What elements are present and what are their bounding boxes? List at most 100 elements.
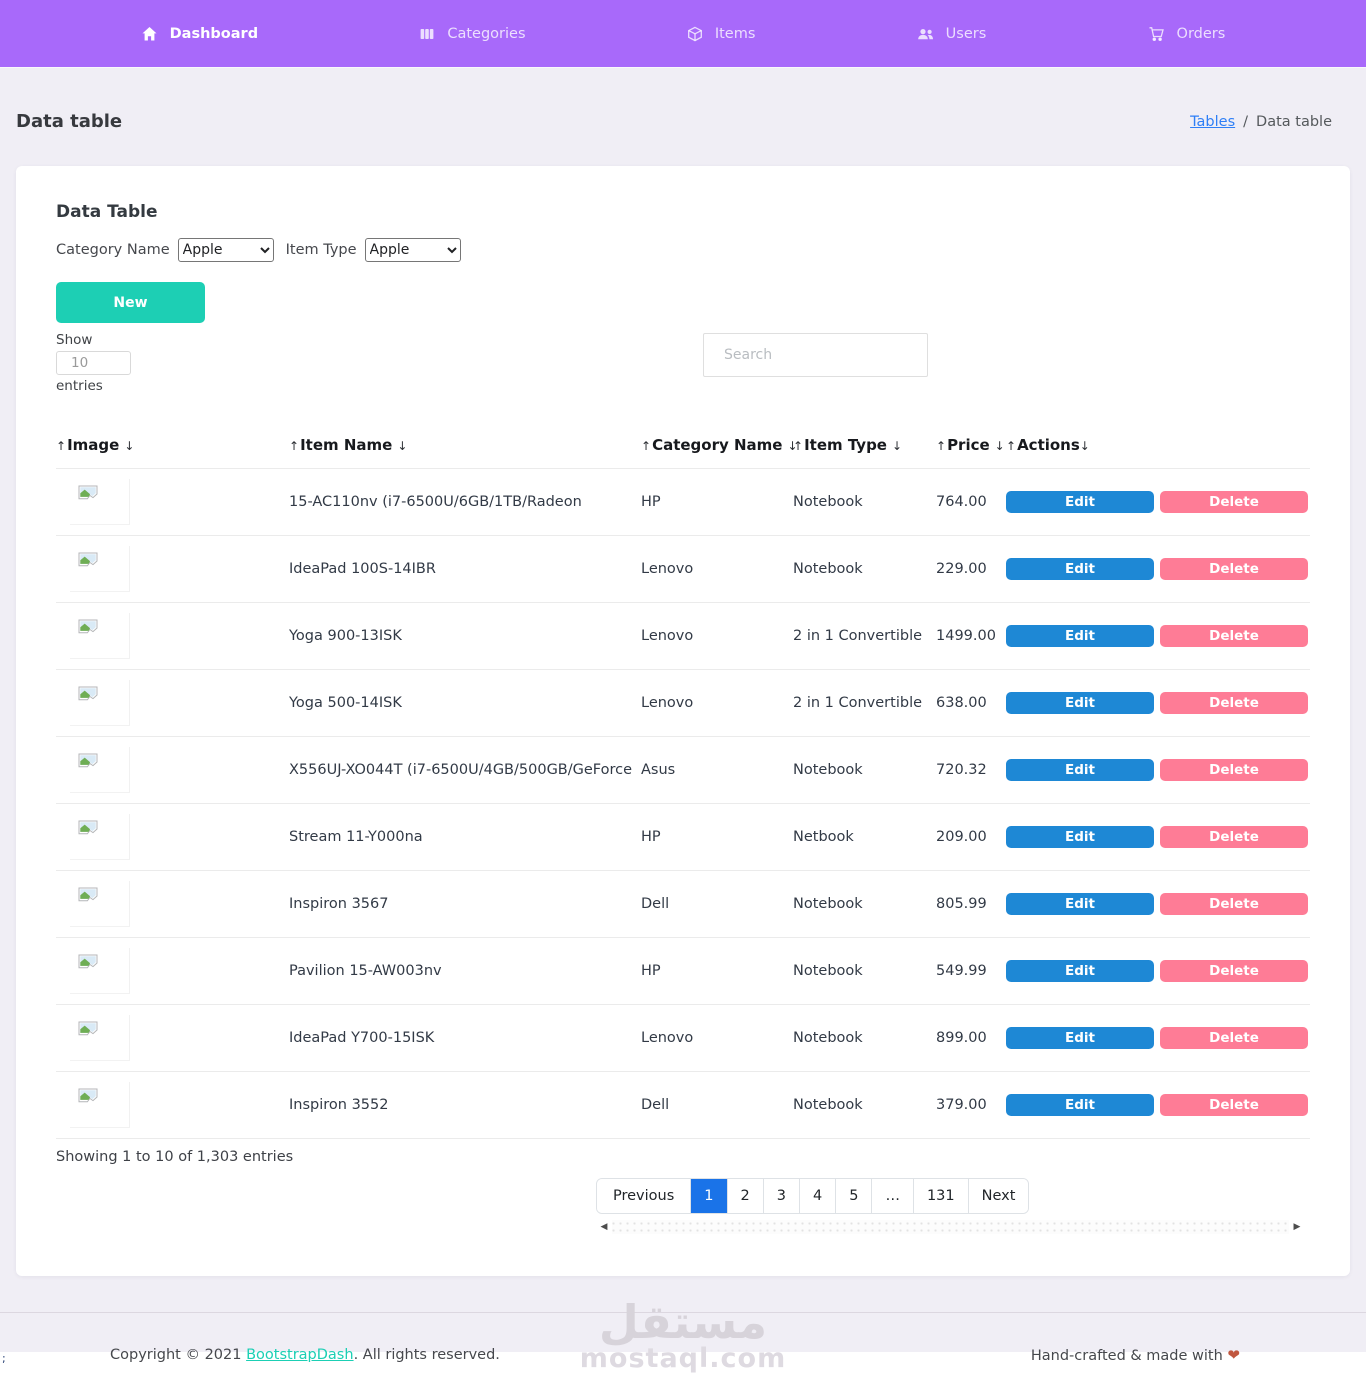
pagination-page-3[interactable]: 3	[762, 1179, 799, 1213]
scroll-left-icon[interactable]: ◀	[596, 1220, 612, 1234]
column-header-item-name[interactable]: ↑Item Name ↓	[289, 436, 408, 454]
item-name-cell: Yoga 500-14ISK	[289, 669, 641, 737]
sort-asc-icon: ↑	[1006, 439, 1017, 453]
data-table: ↑Image ↓ ↑Item Name ↓ ↑Category Name ↓ ↑Item T…	[56, 424, 1310, 1139]
pagination-next[interactable]: Next	[967, 1179, 1029, 1213]
column-header-category-name[interactable]: ↑Category Name ↓	[641, 436, 798, 454]
item-type-cell: Notebook	[793, 736, 936, 804]
broken-image-icon	[78, 1088, 98, 1103]
item-name-cell: 15-AC110nv (i7-6500U/6GB/1TB/Radeon	[289, 468, 641, 536]
edit-button[interactable]: Edit	[1006, 558, 1154, 580]
item-image	[70, 613, 130, 659]
nav-item-categories[interactable]: Categories	[419, 26, 526, 42]
edit-button[interactable]: Edit	[1006, 826, 1154, 848]
nav-item-label: Orders	[1176, 25, 1226, 42]
columns-icon	[419, 26, 435, 42]
delete-button[interactable]: Delete	[1160, 491, 1308, 513]
sort-desc-icon: ↓	[787, 439, 798, 453]
price-cell: 720.32	[936, 736, 1006, 804]
delete-button[interactable]: Delete	[1160, 1094, 1308, 1116]
table-row: X556UJ-XO044T (i7-6500U/4GB/500GB/GeForc…	[56, 736, 1310, 804]
nav-item-label: Dashboard	[169, 25, 259, 42]
price-cell: 549.99	[936, 937, 1006, 1005]
nav-item-items[interactable]: Items	[687, 25, 756, 42]
pagination-page-4[interactable]: 4	[798, 1179, 836, 1213]
actions-cell: Edit Delete	[1006, 669, 1310, 737]
actions-cell: Edit Delete	[1006, 1004, 1310, 1072]
pagination-page-2[interactable]: 2	[726, 1179, 763, 1213]
edit-button[interactable]: Edit	[1006, 1094, 1154, 1116]
category-select[interactable]: Apple	[177, 238, 274, 262]
table-row: 15-AC110nv (i7-6500U/6GB/1TB/Radeon HP Not…	[56, 468, 1310, 536]
copyright-suffix: . All rights reserved.	[353, 1346, 500, 1363]
sort-asc-icon: ↑	[289, 439, 300, 453]
table-row: IdeaPad 100S-14IBR Lenovo Notebook 229.00 Ed…	[56, 535, 1310, 603]
delete-button[interactable]: Delete	[1160, 625, 1308, 647]
item-name-cell: Inspiron 3552	[289, 1071, 641, 1139]
actions-cell: Edit Delete	[1006, 1071, 1310, 1139]
edit-button[interactable]: Edit	[1006, 893, 1154, 915]
column-header-actions[interactable]: ↑Actions↓	[1006, 436, 1090, 454]
nav-item-label: Users	[945, 25, 987, 42]
horizontal-scrollbar[interactable]: ◀ ▶	[596, 1220, 1305, 1234]
sort-desc-icon: ↓	[397, 439, 408, 453]
pagination-previous[interactable]: Previous	[597, 1179, 691, 1213]
table-row: Inspiron 3552 Dell Notebook 379.00 Edit Delet…	[56, 1071, 1310, 1139]
edit-button[interactable]: Edit	[1006, 692, 1154, 714]
delete-button[interactable]: Delete	[1160, 893, 1308, 915]
category-cell: Dell	[641, 1071, 793, 1139]
price-cell: 1499.00	[936, 602, 1006, 670]
nav-item-users[interactable]: Users	[917, 25, 987, 42]
price-cell: 899.00	[936, 1004, 1006, 1072]
nav-item-dashboard[interactable]: Dashboard	[141, 26, 258, 42]
item-type-cell: Notebook	[793, 870, 936, 938]
actions-cell: Edit Delete	[1006, 468, 1310, 536]
sort-asc-icon: ↑	[793, 439, 804, 453]
broken-image-icon	[78, 954, 98, 969]
delete-button[interactable]: Delete	[1160, 1027, 1308, 1049]
table-row: Inspiron 3567 Dell Notebook 805.99 Edit Delet…	[56, 870, 1310, 938]
category-cell: Lenovo	[641, 535, 793, 603]
price-cell: 764.00	[936, 468, 1006, 536]
edit-button[interactable]: Edit	[1006, 491, 1154, 513]
item-name-cell: Inspiron 3567	[289, 870, 641, 938]
show-label: Show	[56, 332, 93, 348]
delete-button[interactable]: Delete	[1160, 558, 1308, 580]
pagination-page-1[interactable]: 1	[690, 1179, 727, 1213]
edit-button[interactable]: Edit	[1006, 960, 1154, 982]
column-header-image[interactable]: ↑Image ↓	[56, 436, 135, 454]
item-image	[70, 747, 130, 793]
delete-button[interactable]: Delete	[1160, 960, 1308, 982]
item-type-cell: Notebook	[793, 468, 936, 536]
tagline-text: Hand-crafted & made with	[1030, 1347, 1223, 1364]
delete-button[interactable]: Delete	[1160, 692, 1308, 714]
delete-button[interactable]: Delete	[1160, 759, 1308, 781]
edit-button[interactable]: Edit	[1006, 1027, 1154, 1049]
search-input[interactable]	[703, 333, 928, 377]
nav-item-label: Items	[714, 25, 756, 42]
show-entries-input[interactable]	[56, 351, 131, 375]
item-type-select[interactable]: Apple	[364, 238, 461, 262]
pagination-page-131[interactable]: 131	[912, 1179, 968, 1213]
breadcrumb-link-tables[interactable]: Tables	[1190, 113, 1236, 130]
home-icon	[141, 26, 158, 42]
delete-button[interactable]: Delete	[1160, 826, 1308, 848]
edit-button[interactable]: Edit	[1006, 759, 1154, 781]
edit-button[interactable]: Edit	[1006, 625, 1154, 647]
pagination-ellipsis[interactable]: …	[871, 1179, 913, 1213]
heart-icon: ❤	[1227, 1345, 1240, 1364]
pagination-zone: Previous 1 2 3 4 5 … 131 Next ◀ ▶	[596, 1178, 1307, 1234]
nav-item-orders[interactable]: Orders	[1148, 25, 1226, 42]
pagination-page-5[interactable]: 5	[835, 1179, 872, 1213]
new-button[interactable]: New	[56, 282, 205, 323]
cart-icon	[1148, 26, 1165, 42]
table-body: 15-AC110nv (i7-6500U/6GB/1TB/Radeon HP Not…	[56, 468, 1310, 1139]
item-image	[70, 814, 130, 860]
item-name-cell: Yoga 900-13ISK	[289, 602, 641, 670]
column-header-price[interactable]: ↑Price ↓	[936, 436, 1005, 454]
bootstrapdash-link[interactable]: BootstrapDash	[246, 1346, 354, 1363]
breadcrumb: Tables / Data table	[1190, 114, 1332, 130]
scroll-right-icon[interactable]: ▶	[1289, 1220, 1305, 1234]
column-header-item-type[interactable]: ↑Item Type ↓	[793, 436, 903, 454]
